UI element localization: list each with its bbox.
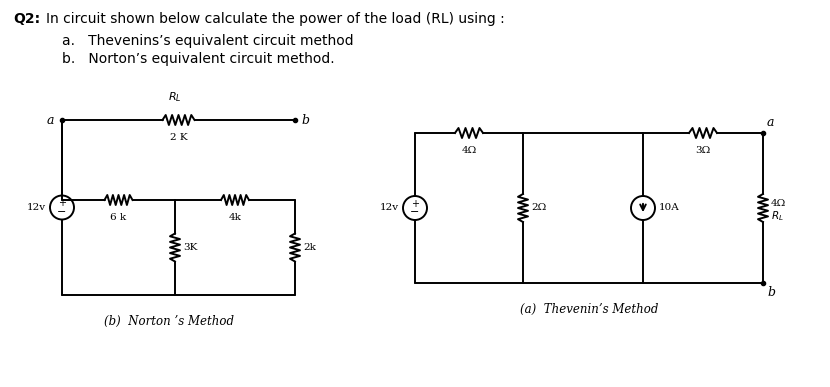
Text: 12v: 12v xyxy=(380,204,399,212)
Text: 2Ω: 2Ω xyxy=(531,204,546,212)
Text: 12v: 12v xyxy=(27,203,46,212)
Text: Q2:: Q2: xyxy=(13,12,40,26)
Text: 4Ω: 4Ω xyxy=(771,199,786,207)
Text: a: a xyxy=(767,116,774,130)
Text: (a)  Thevenin’s Method: (a) Thevenin’s Method xyxy=(520,303,658,316)
Text: a: a xyxy=(46,113,54,127)
Text: +: + xyxy=(411,199,419,209)
Text: +: + xyxy=(58,199,66,209)
Text: (b)  Norton ’s Method: (b) Norton ’s Method xyxy=(104,315,233,328)
Text: In circuit shown below calculate the power of the load (RL) using :: In circuit shown below calculate the pow… xyxy=(46,12,505,26)
Text: −: − xyxy=(410,207,420,217)
Text: 10A: 10A xyxy=(659,204,680,212)
Text: 4k: 4k xyxy=(228,213,242,222)
Text: b.   Norton’s equivalent circuit method.: b. Norton’s equivalent circuit method. xyxy=(62,52,334,66)
Text: 2k: 2k xyxy=(303,243,316,252)
Text: b: b xyxy=(767,286,775,300)
Text: $R_L$: $R_L$ xyxy=(168,90,181,104)
Text: 4Ω: 4Ω xyxy=(461,146,476,155)
Text: 3Ω: 3Ω xyxy=(696,146,710,155)
Text: a.   Thevenins’s equivalent circuit method: a. Thevenins’s equivalent circuit method xyxy=(62,34,354,48)
Text: 6 k: 6 k xyxy=(110,213,126,222)
Text: 2 K: 2 K xyxy=(169,133,188,142)
Text: $R_L$: $R_L$ xyxy=(771,209,784,223)
Text: 3K: 3K xyxy=(183,243,198,252)
Text: −: − xyxy=(57,207,66,216)
Text: b: b xyxy=(301,113,309,127)
